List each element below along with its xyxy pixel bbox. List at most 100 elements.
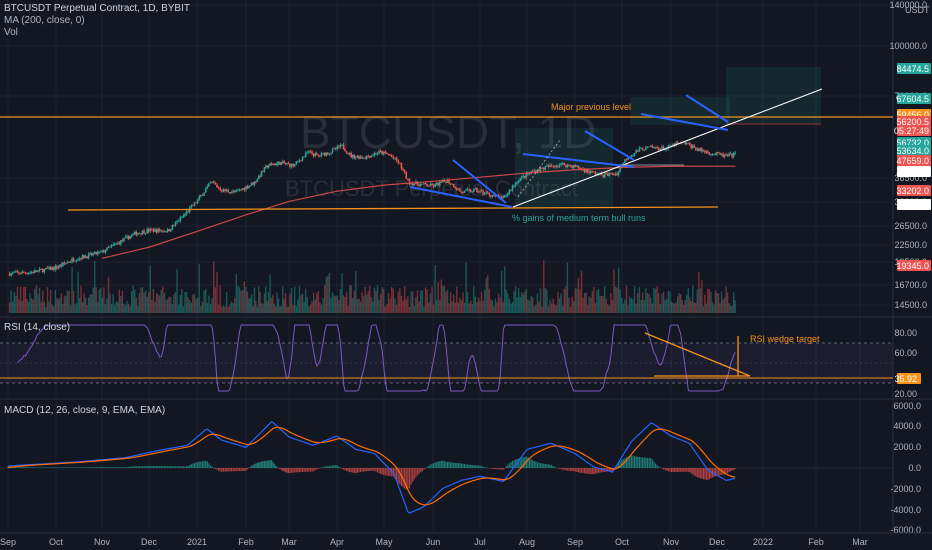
macd-histogram-bar: [733, 468, 735, 470]
candle-body: [547, 165, 550, 167]
macd-histogram-bar: [514, 459, 517, 468]
volume-bar: [462, 292, 464, 313]
macd-histogram-bar: [677, 468, 679, 472]
volume-bar: [547, 305, 550, 313]
candle-body: [276, 163, 278, 166]
macd-histogram-bar: [197, 462, 199, 468]
volume-bar: [391, 286, 393, 313]
macd-histogram-bar: [375, 468, 377, 472]
volume-bar: [243, 281, 246, 313]
macd-histogram-bar: [23, 467, 25, 468]
volume-bar: [482, 300, 484, 313]
volume-bar: [434, 265, 436, 313]
macd-histogram-bar: [543, 463, 545, 468]
volume-bar: [699, 288, 702, 313]
candle-body: [306, 152, 309, 154]
volume-bar: [301, 293, 304, 313]
candle-body: [485, 192, 487, 194]
macd-histogram-bar: [54, 467, 56, 468]
volume-bar: [453, 294, 455, 313]
candle-body: [428, 186, 430, 187]
macd-label[interactable]: MACD (12, 26, close, 9, EMA, EMA): [4, 405, 166, 416]
macd-histogram-bar: [698, 468, 700, 478]
macd-histogram-bar: [252, 464, 254, 468]
macd-histogram-bar: [192, 463, 194, 468]
price-axis-unit: USDT: [905, 5, 930, 15]
macd-histogram-bar: [383, 468, 385, 475]
candle-body: [54, 266, 57, 270]
candle-body: [269, 163, 271, 166]
macd-tick: 6000.0: [893, 401, 921, 411]
volume-bar: [314, 299, 316, 313]
candle-body: [640, 147, 642, 149]
macd-histogram-bar: [95, 467, 97, 468]
candle-body: [387, 153, 390, 155]
volume-bar: [423, 306, 425, 313]
volume-bar: [195, 298, 197, 313]
candle-body: [413, 183, 416, 186]
macd-histogram-bar: [335, 465, 337, 468]
price-axis[interactable]: USDT 140000.0100000.070000.036500.030000…: [889, 0, 931, 310]
candle-body: [147, 229, 150, 232]
macd-histogram-bar: [34, 467, 36, 468]
volume-bar: [707, 288, 709, 313]
volume-bar: [32, 299, 34, 313]
macd-histogram-bar: [86, 467, 88, 468]
time-axis[interactable]: Sep Oct Nov Dec 2021 Feb Mar Apr May Jun Jul Aug Sep…: [0, 532, 932, 547]
uptrend-line: [512, 88, 823, 208]
volume-bar: [46, 287, 49, 313]
candle-body: [625, 159, 628, 161]
macd-histogram-bar: [557, 468, 559, 469]
macd-histogram-bar: [217, 468, 220, 471]
macd-histogram-bar: [63, 467, 66, 468]
volume-bar: [378, 299, 380, 313]
macd-histogram-bar: [149, 466, 151, 468]
time-tick: Oct: [615, 537, 630, 547]
candle-body: [507, 193, 509, 196]
volume-bar: [480, 291, 483, 313]
macd-histogram-bar: [32, 467, 34, 468]
volume-bar: [664, 300, 666, 313]
candle-body: [446, 179, 449, 183]
volume-bar: [734, 300, 736, 313]
candle-body: [27, 273, 30, 274]
volume-bar: [181, 289, 183, 313]
macd-histogram-bar: [110, 467, 113, 468]
volume-bar: [689, 297, 691, 313]
symbol-title[interactable]: BTCUSDT Perpetual Contract, 1D, BYBIT: [4, 3, 190, 14]
volume-bar: [130, 290, 133, 313]
volume-bar: [62, 304, 64, 313]
macd-histogram-bar: [366, 468, 368, 472]
vol-legend[interactable]: Vol: [4, 27, 18, 38]
volume-bar: [365, 294, 368, 313]
macd-histogram-bar: [80, 467, 82, 468]
volume-bar: [607, 304, 609, 313]
candle-body: [353, 154, 356, 159]
macd-histogram-bar: [79, 467, 81, 468]
candle-body: [662, 146, 665, 150]
zone-boxes: [515, 67, 821, 208]
candle-body: [586, 169, 589, 173]
rsi-label[interactable]: RSI (14, close): [4, 322, 71, 333]
rsi-wedge-line: [644, 332, 751, 377]
candle-body: [588, 172, 591, 173]
volume-bar: [277, 298, 280, 313]
macd-histogram-bar: [527, 457, 529, 468]
macd-tick: -6000.0: [890, 525, 921, 535]
macd-histogram-bar: [100, 467, 102, 468]
candle-body: [232, 190, 234, 193]
volume-bar: [497, 293, 500, 313]
volume-bar: [295, 306, 297, 313]
candle-body: [386, 152, 388, 154]
volume-bar: [468, 303, 470, 313]
wedge-line: [522, 153, 635, 168]
volume-bar: [129, 306, 131, 313]
ma-legend[interactable]: MA (200, close, 0): [4, 15, 85, 26]
price-tag-bg: [897, 93, 931, 104]
volume-bar: [258, 286, 260, 313]
candle-body: [370, 155, 373, 158]
price-tag-label: 59456.0: [896, 110, 929, 120]
macd-histogram-bar: [140, 466, 142, 468]
candle-body: [208, 183, 210, 187]
